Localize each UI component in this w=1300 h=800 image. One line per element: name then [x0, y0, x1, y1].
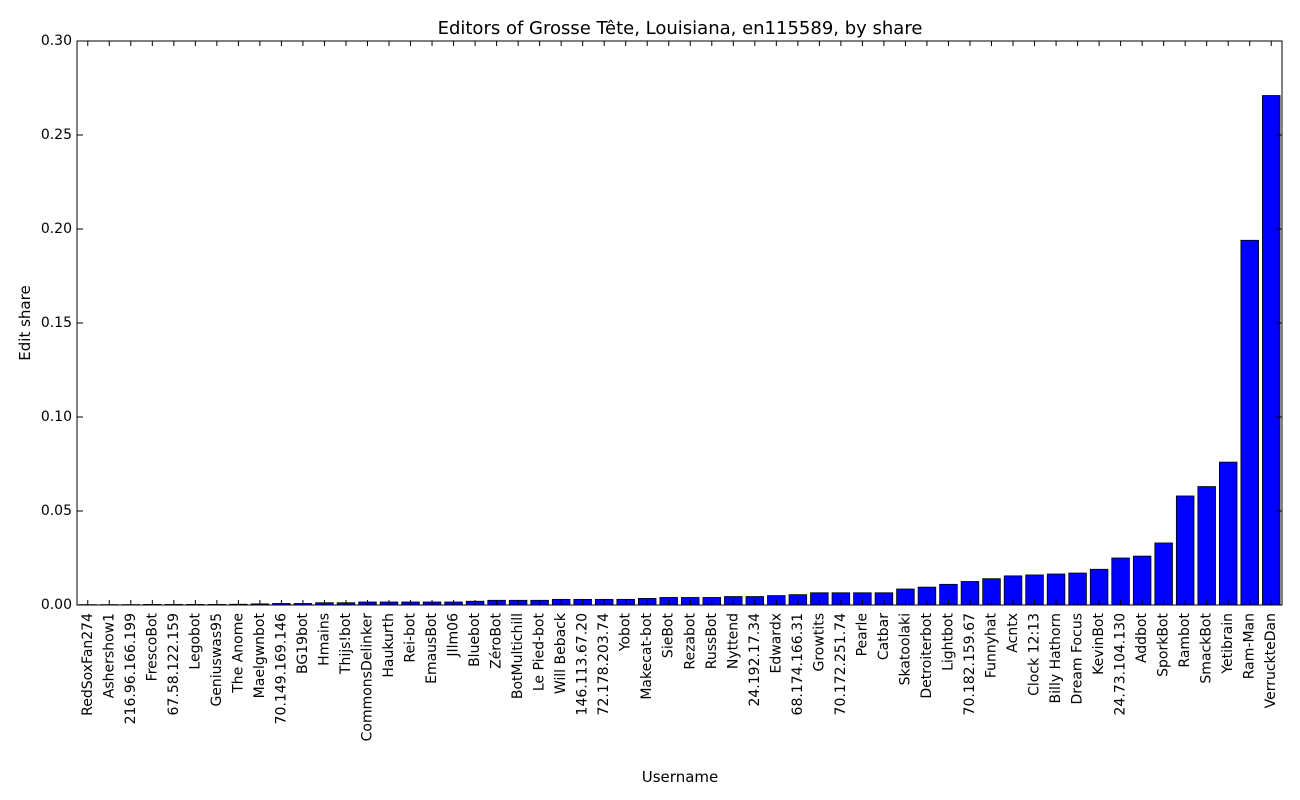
x-tick-label-37: Catbar — [876, 613, 892, 660]
x-tick-label-54: Ram-Man — [1242, 613, 1258, 679]
bars-group — [78, 95, 1281, 606]
x-axis: RedSoxFan274 Ashershow1 216.96.166.199 Fres… — [80, 41, 1279, 741]
x-tick-label-16: EmausBot — [424, 612, 440, 683]
x-tick-label-29: RussBot — [704, 612, 720, 669]
x-tick-label-9: 70.149.169.146 — [273, 613, 289, 724]
x-tick-label-40: Lightbot — [940, 613, 956, 671]
y-tick-label-0: 0.00 — [41, 597, 72, 613]
x-tick-label-13: CommonsDelinker — [359, 613, 375, 742]
x-tick-label-28: Rezabot — [682, 613, 698, 670]
x-tick-label-55: VerruckteDan — [1263, 613, 1279, 708]
x-tick-label-43: Acntx — [1005, 613, 1021, 653]
x-tick-label-38: Skatoolaki — [897, 613, 913, 685]
x-tick-label-41: 70.182.159.67 — [962, 613, 978, 715]
x-tick-label-5: Legobot — [187, 612, 203, 669]
bar-49 — [1132, 555, 1152, 606]
y-axis: 0.00 0.05 0.10 0.15 0.20 0.25 0.30 — [41, 33, 1282, 613]
x-tick-label-42: Funnyhat — [984, 612, 1000, 678]
x-tick-label-12: Thijs!bot — [338, 613, 354, 676]
x-tick-label-46: Dream Focus — [1070, 613, 1086, 705]
x-tick-label-35: 70.172.251.74 — [833, 613, 849, 716]
x-tick-label-7: The Anome — [230, 613, 246, 694]
x-tick-label-36: Pearle — [854, 613, 870, 656]
x-tick-label-21: Le Pied-bot — [532, 612, 548, 691]
x-tick-label-22: Will Beback — [553, 612, 569, 694]
x-tick-label-53: Yetibrain — [1220, 613, 1236, 675]
y-tick-label-2: 0.10 — [41, 409, 72, 425]
x-tick-label-19: ZéroBot — [489, 613, 505, 669]
x-tick-label-33: 68.174.166.31 — [790, 613, 806, 715]
x-tick-label-39: Detroiterbot — [919, 612, 935, 698]
x-tick-label-6: Geniuswas95 — [209, 613, 225, 707]
bar-47 — [1089, 568, 1109, 606]
x-tick-label-15: Rei-bot — [403, 613, 419, 663]
x-tick-label-52: SmackBot — [1199, 613, 1215, 684]
x-tick-label-0: RedSoxFan274 — [80, 613, 96, 716]
x-tick-label-24: 72.178.203.74 — [596, 613, 612, 716]
y-tick-label-3: 0.15 — [41, 315, 72, 331]
x-tick-label-48: 24.73.104.130 — [1113, 613, 1129, 715]
x-tick-label-10: BG19bot — [295, 612, 311, 673]
x-tick-label-49: Addbot — [1134, 612, 1150, 663]
bar-54 — [1240, 239, 1259, 606]
bar-48 — [1111, 557, 1130, 606]
x-tick-label-51: Rambot — [1177, 612, 1193, 667]
x-tick-label-25: Yobot — [618, 612, 634, 652]
x-tick-label-1: Ashershow1 — [101, 613, 117, 698]
x-tick-label-30: Nyttend — [725, 613, 741, 669]
x-tick-label-2: 216.96.166.199 — [123, 613, 139, 724]
x-tick-label-11: Hmains — [316, 613, 332, 666]
x-axis-label: Username — [642, 768, 718, 786]
x-tick-label-45: Billy Hathorn — [1048, 613, 1064, 703]
x-tick-label-50: SporkBot — [1156, 613, 1172, 677]
bar-53 — [1218, 461, 1238, 606]
x-tick-label-20: BotMultichill — [510, 613, 526, 699]
bar-51 — [1175, 495, 1195, 606]
bar-52 — [1197, 486, 1216, 606]
x-tick-label-17: JIlm06 — [446, 613, 462, 658]
bar-50 — [1154, 542, 1173, 606]
x-tick-label-23: 146.113.67.20 — [575, 613, 591, 715]
x-tick-label-32: Edwardx — [768, 613, 784, 673]
y-tick-label-4: 0.20 — [41, 221, 72, 237]
x-tick-label-3: FrescoBot — [144, 612, 160, 681]
y-tick-label-5: 0.25 — [41, 127, 72, 143]
x-tick-label-27: SieBot — [661, 613, 677, 659]
bar-55 — [1262, 95, 1281, 606]
x-tick-label-8: Maelgwnbot — [252, 612, 268, 698]
x-tick-label-26: Makecat-bot — [639, 612, 655, 699]
x-tick-label-47: KevinBot — [1091, 612, 1107, 674]
x-tick-label-44: Clock 12:13 — [1027, 613, 1043, 696]
x-tick-label-34: Growtits — [811, 613, 827, 671]
plot-frame — [76, 40, 1283, 606]
x-tick-label-14: Haukurth — [381, 613, 397, 678]
y-axis-label: Edit share — [16, 285, 34, 360]
x-tick-label-18: Bluebot — [467, 612, 483, 666]
y-tick-label-1: 0.05 — [41, 503, 72, 519]
chart-title: Editors of Grosse Tête, Louisiana, en115… — [438, 18, 923, 39]
x-tick-label-31: 24.192.17.34 — [747, 613, 763, 707]
y-tick-label-6: 0.30 — [41, 33, 72, 49]
x-tick-label-4: 67.58.122.159 — [166, 613, 182, 715]
